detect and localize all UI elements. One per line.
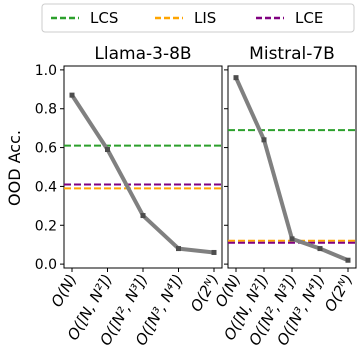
legend-label-lce: LCE [295,9,323,27]
data-point [345,257,351,263]
panel-llama: Llama-3-8B 0.00.20.40.60.81.0O(N)O([N, N… [35,44,223,349]
data-point [317,246,323,252]
data-point [211,249,217,255]
panel-title-mistral: Mistral-7B [249,44,335,64]
legend-label-lis: LIS [194,9,216,27]
x-tick-label: O(2ᴺ) [321,271,357,315]
y-tick-label: 0.0 [35,257,57,273]
series-line [234,76,349,263]
legend: LCS LIS LCE [41,3,355,33]
y-tick-label: 0.4 [35,179,57,195]
panel-title-llama: Llama-3-8B [94,44,191,64]
data-point [233,75,239,81]
data-point [261,137,267,143]
data-point [140,213,146,219]
panel-mistral: Mistral-7B O(N)O([N, N²])O([N², N³])O([N… [212,44,357,349]
y-tick-label: 0.6 [35,141,57,157]
plot-frame [63,65,223,269]
data-point [289,236,295,242]
y-axis-label: OOD Acc. [5,130,24,206]
y-tick-label: 0.2 [35,218,57,234]
x-tick-label: O(N) [48,271,81,310]
data-point [69,92,75,98]
series-line [70,94,215,255]
data-point [105,147,110,153]
legend-label-lcs: LCS [90,9,118,27]
y-tick-label: 1.0 [35,63,57,79]
y-tick-label: 0.8 [35,102,57,118]
data-point [176,246,181,252]
legend-box [41,3,355,33]
